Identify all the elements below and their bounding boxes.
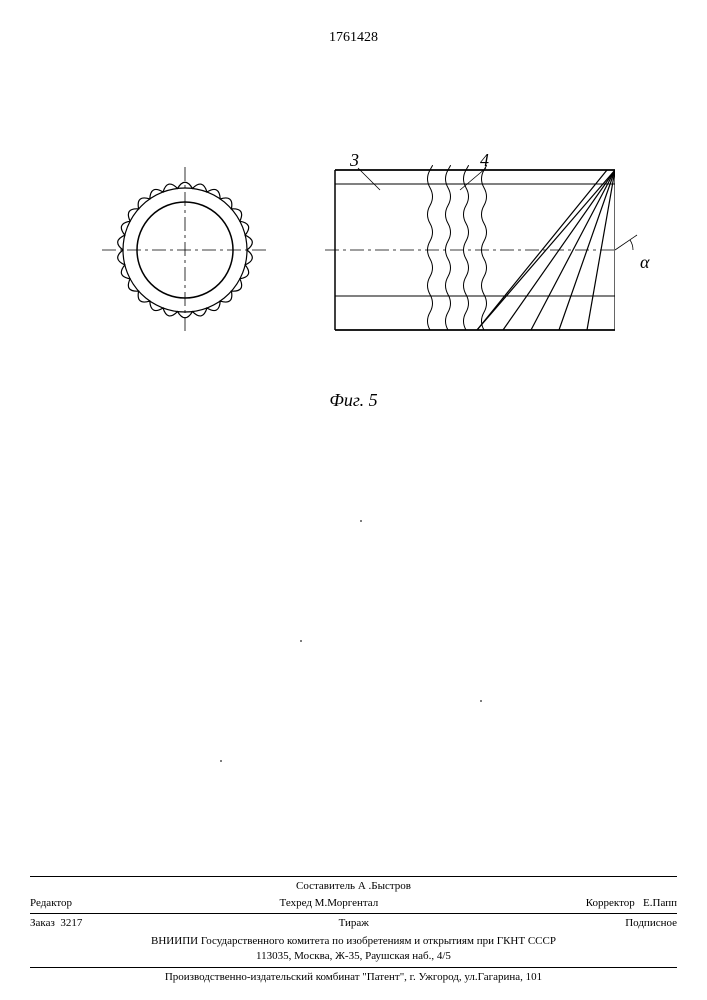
label-alpha: α (640, 252, 649, 273)
subscribed: Подписное (625, 916, 677, 931)
figure-caption: Фиг. 5 (0, 390, 707, 411)
label-4: 4 (480, 150, 489, 171)
editor-label: Редактор (30, 896, 72, 911)
org-line-1: ВНИИПИ Государственного комитета по изоб… (30, 934, 677, 949)
noise-dot (220, 760, 222, 762)
techred-name: М.Моргентал (315, 897, 379, 909)
compiler-label: Составитель (296, 880, 355, 892)
noise-dot (360, 520, 362, 522)
org-line-2: 113035, Москва, Ж-35, Раушская наб., 4/5 (30, 949, 677, 964)
page-number: 1761428 (0, 30, 707, 46)
tirage: Тираж (339, 916, 369, 931)
corrector-label: Корректор (586, 897, 635, 909)
order-number: 3217 (60, 917, 82, 929)
figure-svg (0, 150, 707, 380)
compiler-name: А .Быстров (358, 880, 411, 892)
techred-label: Техред (280, 897, 312, 909)
footer: Составитель А .Быстров Редактор Техред М… (30, 874, 677, 985)
noise-dot (300, 640, 302, 642)
publisher: Производственно-издательский комбинат "П… (30, 970, 677, 985)
figure-5: 3 4 α (0, 150, 707, 380)
corrector-name: Е.Папп (643, 897, 677, 909)
noise-dot (480, 700, 482, 702)
order-label: Заказ (30, 917, 55, 929)
label-3: 3 (350, 150, 359, 171)
